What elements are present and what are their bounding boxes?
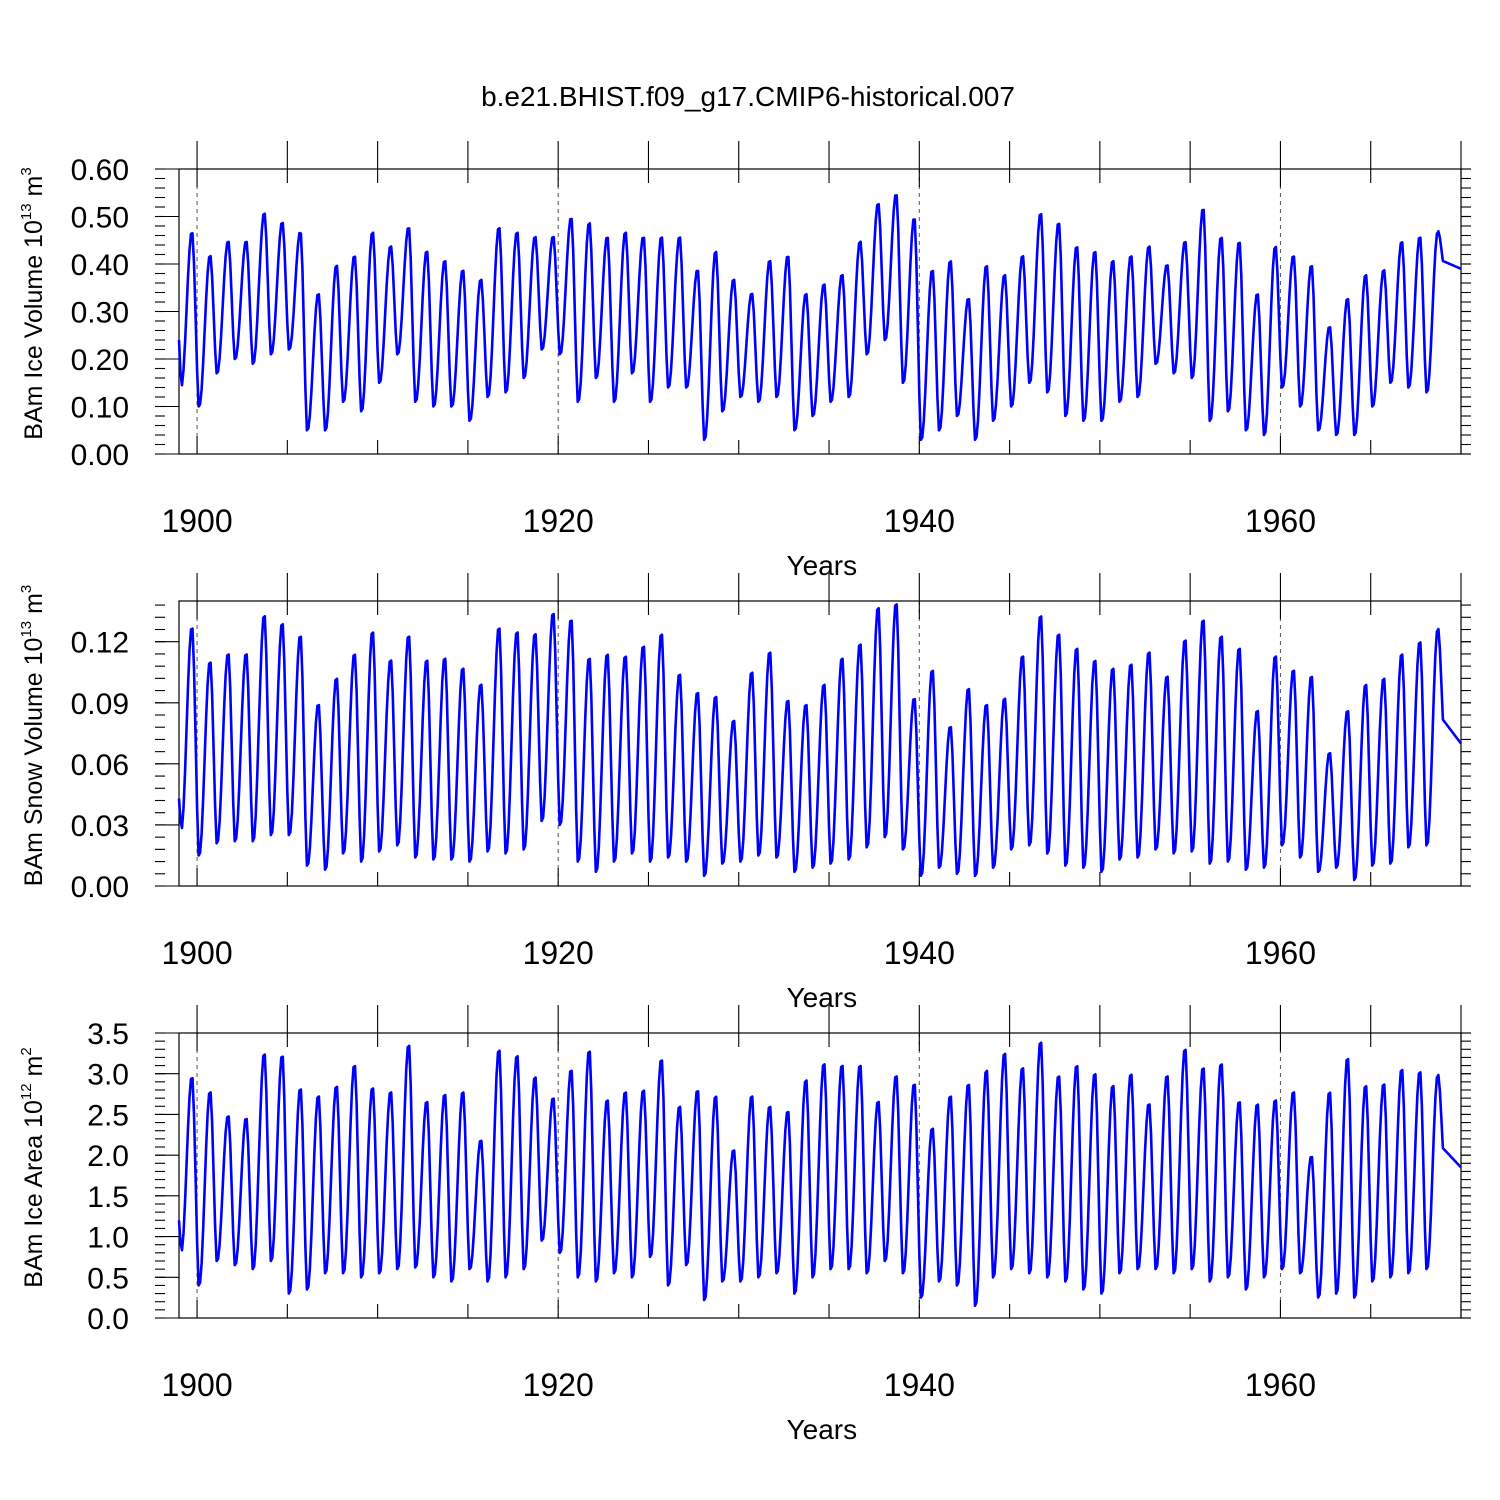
y-tick-label: 0.30: [71, 297, 129, 330]
y-tick-label: 2.5: [87, 1099, 129, 1132]
x-tick-label: 1900: [161, 1367, 232, 1403]
y-tick-label: 3.5: [87, 1018, 129, 1051]
y-label-unit-exponent: 2: [18, 1047, 35, 1055]
y-label-unit: m: [20, 1056, 48, 1084]
plot-frame: [178, 1032, 1462, 1319]
y-axis-label: BAm Ice Area 1012 m2: [18, 1047, 48, 1287]
y-tick-label: 0.5: [87, 1262, 129, 1295]
y-label-unit: m: [20, 593, 48, 621]
panel-snow-volume: 0.00 0.03 0.06 0.09 0.12 1900 1920 1940 1960 Year…: [18, 573, 1471, 1013]
y-label-exponent: 13: [18, 203, 35, 220]
y-label-exponent: 12: [18, 1083, 35, 1100]
x-axis-label: Years: [787, 550, 858, 581]
y-label-main: BAm Ice Volume 10: [20, 220, 48, 440]
x-axis-label: Years: [787, 1414, 858, 1445]
x-tick-label: 1940: [884, 503, 955, 539]
y-tick-label: 0.20: [71, 344, 129, 377]
y-axis-label: BAm Snow Volume 1013 m3: [18, 585, 48, 887]
y-label-exponent: 13: [18, 621, 35, 638]
y-label-main: BAm Ice Area 10: [20, 1100, 48, 1288]
y-label-unit: m: [20, 176, 48, 204]
y-tick-label: 0.00: [71, 439, 129, 472]
x-axis-label: Years: [787, 982, 858, 1013]
y-tick-label: 0.40: [71, 249, 129, 282]
figure-title: b.e21.BHIST.f09_g17.CMIP6-historical.007: [481, 81, 1015, 112]
x-tick-label: 1960: [1245, 503, 1316, 539]
y-label-unit-exponent: 3: [18, 167, 35, 175]
y-label-main: BAm Snow Volume 10: [20, 638, 48, 887]
y-axis-label: BAm Ice Volume 1013 m3: [18, 167, 48, 439]
y-tick-label: 0.10: [71, 392, 129, 425]
x-tick-label: 1920: [523, 935, 594, 971]
panels: 0.00 0.10 0.20 0.30 0.40 0.50 0.60 1900 1920 1940…: [18, 141, 1471, 1445]
y-tick-label: 2.0: [87, 1140, 129, 1173]
y-tick-label: 0.50: [71, 202, 129, 235]
y-tick-label: 1.0: [87, 1222, 129, 1255]
y-tick-label: 0.06: [71, 749, 129, 782]
x-tick-label: 1920: [523, 503, 594, 539]
x-tick-label: 1940: [884, 935, 955, 971]
y-tick-label: 0.00: [71, 871, 129, 904]
series-line-snow-volume: [177, 603, 1463, 882]
series-line-ice-area: [177, 1041, 1462, 1308]
x-tick-label: 1960: [1245, 935, 1316, 971]
y-tick-label: 1.5: [87, 1181, 129, 1214]
x-tick-label: 1900: [161, 935, 232, 971]
y-tick-label: 3.0: [87, 1059, 129, 1092]
panel-ice-volume: 0.00 0.10 0.20 0.30 0.40 0.50 0.60 1900 1920 1940…: [18, 141, 1471, 581]
x-tick-label: 1900: [161, 503, 232, 539]
y-label-unit-exponent: 3: [18, 585, 35, 593]
y-tick-label: 0.60: [71, 154, 129, 187]
y-tick-label: 0.0: [87, 1303, 129, 1336]
y-tick-label: 0.09: [71, 688, 129, 721]
y-tick-label: 0.12: [71, 627, 129, 660]
x-tick-label: 1960: [1245, 1367, 1316, 1403]
panel-ice-area: 0.0 0.5 1.0 1.5 2.0 2.5 3.0 3.5 1900 1920 1940 1960…: [18, 1005, 1471, 1445]
x-tick-label: 1920: [523, 1367, 594, 1403]
y-tick-label: 0.03: [71, 810, 129, 843]
x-tick-label: 1940: [884, 1367, 955, 1403]
series-line-ice-volume: [177, 194, 1462, 442]
